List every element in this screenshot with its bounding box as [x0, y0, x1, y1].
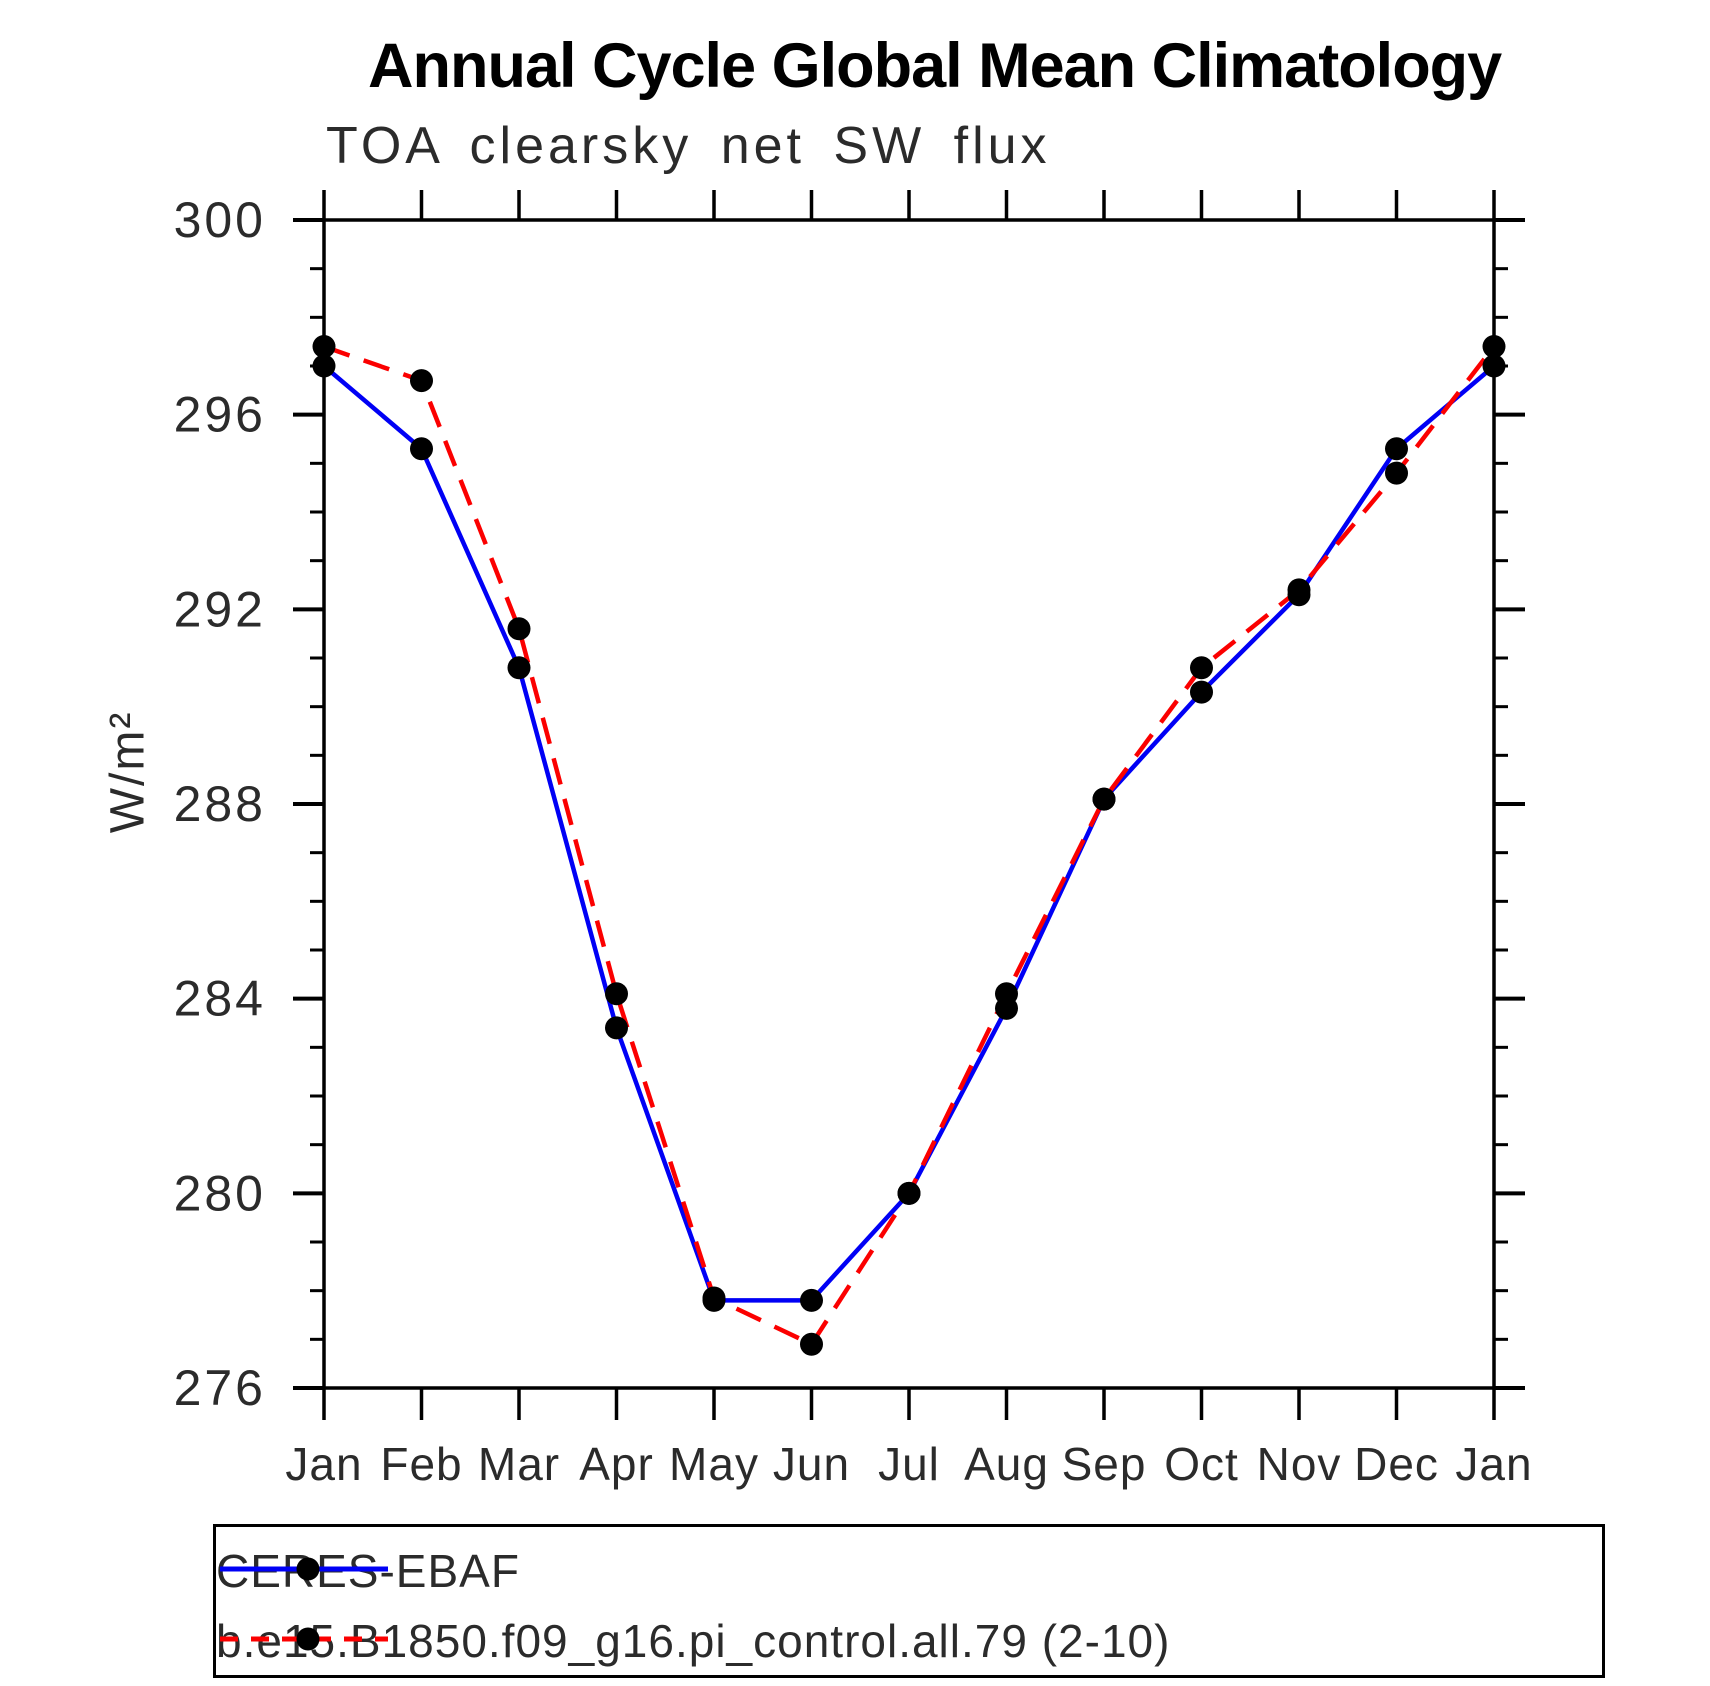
data-point-marker-0 — [800, 1288, 823, 1312]
y-tick-label: 300 — [174, 192, 266, 248]
data-point-marker-1 — [1190, 656, 1213, 680]
chart-subtitle: TOA clearsky net SW flux — [326, 117, 1051, 175]
y-tick-label: 292 — [174, 581, 266, 637]
data-point-marker-0 — [312, 354, 336, 378]
x-tick-label: Oct — [1164, 1438, 1239, 1490]
data-point-marker-1 — [410, 369, 433, 393]
x-tick-label: Jun — [773, 1438, 850, 1490]
y-tick-label: 280 — [174, 1165, 266, 1221]
plot-frame — [322, 218, 1496, 1390]
y-tick-label: 284 — [174, 971, 266, 1027]
legend-item-ceres: CERES-EBAF — [216, 1545, 520, 1597]
data-point-marker-0 — [1482, 354, 1506, 378]
data-point-marker-0 — [1190, 680, 1213, 704]
x-tick-label: Jan — [285, 1438, 362, 1490]
x-tick-label: Aug — [964, 1438, 1049, 1490]
y-tick-label: 276 — [174, 1360, 266, 1416]
y-tick-label: 296 — [174, 387, 266, 443]
data-point-marker-1 — [897, 1181, 921, 1205]
x-tick-label: Jul — [878, 1438, 940, 1490]
legend-swatch-ceres — [220, 1557, 388, 1581]
x-tick-label: Apr — [579, 1438, 654, 1490]
data-point-marker-0 — [605, 1016, 628, 1040]
x-tick-label: Dec — [1354, 1438, 1439, 1490]
data-point-marker-0 — [1385, 437, 1408, 461]
data-point-marker-1 — [507, 617, 531, 641]
data-point-marker-1 — [312, 335, 336, 359]
series-line-0 — [322, 364, 1496, 1303]
legend-marker-dot — [296, 1627, 320, 1651]
data-point-marker-1 — [1287, 578, 1311, 602]
x-tick-label: Sep — [1062, 1438, 1147, 1490]
x-tick-label: Feb — [380, 1438, 462, 1490]
data-point-marker-1 — [1385, 461, 1408, 485]
y-tick-label: 288 — [174, 776, 266, 832]
legend-swatch-model — [220, 1627, 388, 1651]
data-point-marker-0 — [507, 656, 531, 680]
data-point-marker-1 — [995, 982, 1018, 1006]
data-point-marker-1 — [1092, 787, 1116, 811]
data-point-marker-1 — [800, 1332, 823, 1356]
x-tick-label: Nov — [1257, 1438, 1342, 1490]
data-point-marker-1 — [702, 1286, 726, 1310]
data-point-marker-1 — [1482, 335, 1506, 359]
legend-item-model: b.e15.B1850.f09_g16.pi_control.all.79 (2… — [216, 1615, 1170, 1667]
x-tick-label: Mar — [478, 1438, 560, 1490]
x-tick-label: Jan — [1455, 1438, 1532, 1490]
legend-marker-dot — [296, 1557, 320, 1581]
legend: CERES-EBAF b.e15.B1850.f09_g16.pi_contro… — [213, 1524, 1605, 1678]
x-tick-label: May — [669, 1438, 759, 1490]
data-point-marker-0 — [410, 437, 433, 461]
chart-title: Annual Cycle Global Mean Climatology — [368, 31, 1502, 101]
legend-label-model: b.e15.B1850.f09_g16.pi_control.all.79 (2… — [216, 1615, 1171, 1667]
data-point-marker-1 — [605, 982, 628, 1006]
